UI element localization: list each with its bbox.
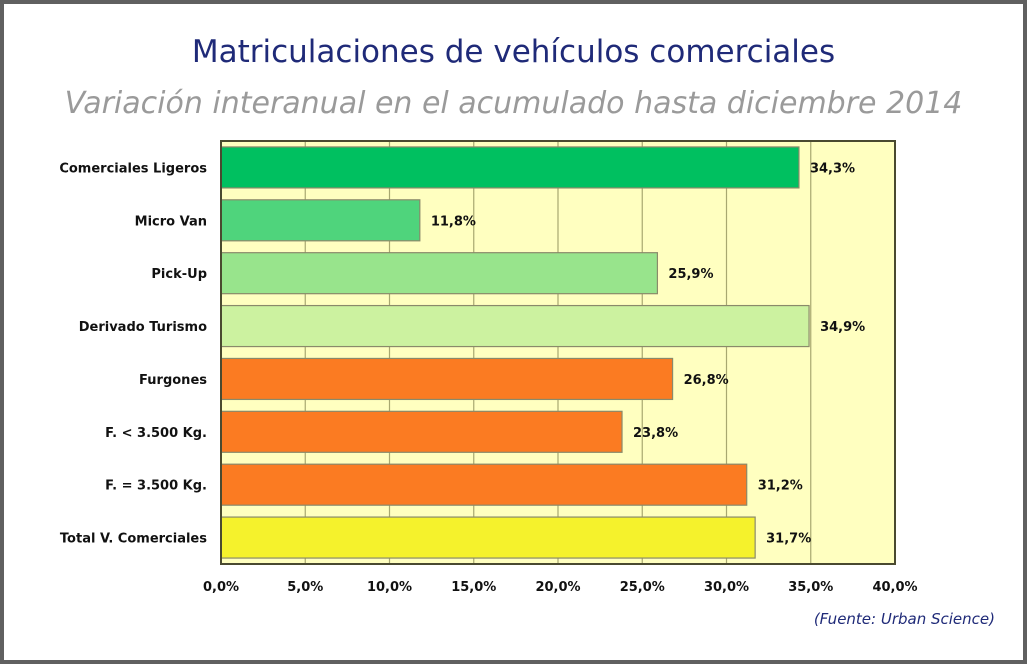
data-label: 31,7%	[766, 532, 811, 547]
bar	[220, 146, 800, 189]
x-tick-label: 25,0%	[620, 580, 665, 595]
bar	[220, 516, 756, 559]
x-tick-label: 15,0%	[451, 580, 496, 595]
category-label: Derivado Turismo	[79, 320, 207, 335]
chart-title: Matriculaciones de vehículos comerciales	[191, 34, 836, 70]
x-tick-label: 35,0%	[788, 580, 833, 595]
data-label: 31,2%	[758, 479, 803, 494]
data-label: 11,8%	[431, 214, 476, 229]
x-tick-label: 10,0%	[367, 580, 412, 595]
data-label: 34,3%	[810, 161, 855, 176]
x-tick-label: 20,0%	[535, 580, 580, 595]
x-tick-label: 5,0%	[287, 580, 323, 595]
category-label: F. < 3.500 Kg.	[105, 426, 207, 441]
category-label: Pick-Up	[151, 267, 207, 282]
bar	[220, 410, 623, 453]
chart-subtitle: Variación interanual en el acumulado has…	[64, 86, 963, 121]
category-label: Furgones	[139, 373, 207, 388]
data-label: 26,8%	[684, 373, 729, 388]
x-tick-label: 0,0%	[203, 580, 239, 595]
category-label: Comerciales Ligeros	[59, 161, 207, 176]
category-label: Micro Van	[135, 214, 207, 229]
category-label: F. = 3.500 Kg.	[105, 479, 207, 494]
source-note: (Fuente: Urban Science)	[813, 610, 995, 628]
data-label: 34,9%	[820, 320, 865, 335]
x-tick-label: 30,0%	[704, 580, 749, 595]
category-label: Total V. Comerciales	[60, 532, 207, 547]
bar	[220, 357, 674, 401]
data-label: 23,8%	[633, 426, 678, 441]
bar	[220, 304, 810, 348]
bar	[220, 252, 659, 295]
bar	[220, 463, 748, 506]
x-tick-label: 40,0%	[872, 580, 917, 595]
bar	[220, 199, 421, 242]
data-label: 25,9%	[668, 267, 713, 282]
plot-border	[220, 140, 896, 565]
